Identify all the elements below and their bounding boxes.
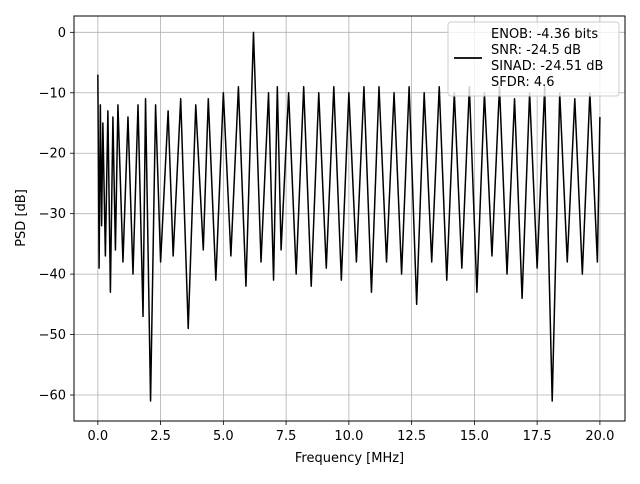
x-tick-label: 2.5 xyxy=(150,429,171,444)
legend: ENOB: -4.36 bits SNR: -24.5 dB SINAD: -2… xyxy=(447,21,620,97)
x-tick-label: 20.0 xyxy=(585,429,614,444)
y-tick-label: −40 xyxy=(39,268,66,283)
y-tick-label: −20 xyxy=(39,147,66,162)
x-tick-label: 5.0 xyxy=(213,429,234,444)
legend-snr: SNR: -24.5 dB xyxy=(491,43,581,58)
y-axis: 0 −10 −20 −30 −40 −50 −60 xyxy=(39,26,74,404)
x-tick-label: 7.5 xyxy=(276,429,297,444)
legend-sinad: SINAD: -24.51 dB xyxy=(491,59,603,74)
axes-frame xyxy=(73,15,626,422)
legend-sfdr: SFDR: 4.6 xyxy=(491,75,555,90)
x-axis: 0.0 2.5 5.0 7.5 10.0 12.5 15.0 17.5 20.0 xyxy=(88,421,614,444)
x-tick-label: 15.0 xyxy=(460,429,489,444)
y-tick-label: −50 xyxy=(39,328,66,343)
x-axis-label: Frequency [MHz] xyxy=(295,451,404,466)
psd-series-line xyxy=(97,31,601,402)
y-axis-label: PSD [dB] xyxy=(14,189,29,247)
legend-box xyxy=(447,21,620,97)
x-tick-label: 17.5 xyxy=(523,429,552,444)
x-tick-label: 0.0 xyxy=(88,429,109,444)
x-tick-label: 12.5 xyxy=(397,429,426,444)
y-tick-label: −30 xyxy=(39,207,66,222)
y-tick-label: −10 xyxy=(39,86,66,101)
y-tick-label: 0 xyxy=(58,26,66,41)
x-tick-label: 10.0 xyxy=(334,429,363,444)
legend-enob: ENOB: -4.36 bits xyxy=(491,27,598,42)
y-tick-label: −60 xyxy=(39,389,66,404)
plot-area xyxy=(97,31,601,402)
